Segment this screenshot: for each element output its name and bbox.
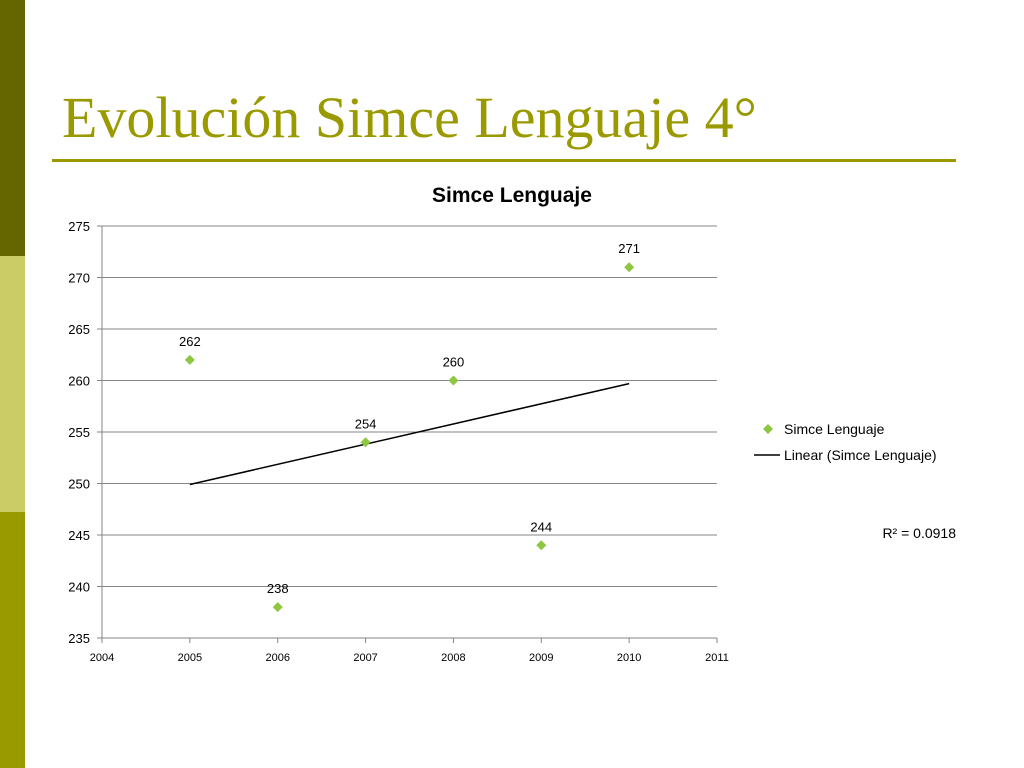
side-band-bottom — [0, 512, 25, 768]
x-tick-label: 2006 — [265, 652, 289, 664]
x-tick-label: 2005 — [178, 652, 202, 664]
legend-marker-series — [763, 424, 773, 434]
y-tick-label: 250 — [68, 477, 90, 492]
data-point — [272, 602, 283, 613]
data-label: 271 — [618, 241, 640, 256]
data-label: 254 — [355, 416, 377, 431]
x-tick-label: 2008 — [441, 652, 465, 664]
data-point — [536, 540, 547, 551]
side-band-middle — [0, 256, 25, 512]
x-tick-label: 2007 — [353, 652, 377, 664]
data-point — [360, 437, 371, 448]
y-tick-label: 245 — [68, 528, 90, 543]
y-tick-label: 265 — [68, 322, 90, 337]
r-squared-label: R² = 0.0918 — [882, 525, 956, 541]
data-label: 244 — [530, 519, 552, 534]
trendline — [189, 382, 630, 486]
data-point — [184, 354, 195, 365]
y-tick-label: 270 — [68, 271, 90, 286]
legend-label-trendline: Linear (Simce Lenguaje) — [784, 447, 937, 463]
data-point — [448, 375, 459, 386]
legend: Simce Lenguaje Linear (Simce Lenguaje) R² … — [754, 421, 956, 541]
x-tick-label: 2009 — [529, 652, 553, 664]
chart-title: Simce Lenguaje — [432, 184, 592, 207]
data-point — [624, 262, 635, 273]
slide-title: Evolución Simce Lenguaje 4° — [62, 85, 757, 150]
y-tick-label: 255 — [68, 425, 90, 440]
x-tick-label: 2004 — [90, 652, 114, 664]
data-label: 238 — [267, 581, 289, 596]
data-label: 260 — [443, 355, 465, 370]
y-tick-label: 235 — [68, 631, 90, 646]
x-tick-label: 2010 — [617, 652, 641, 664]
legend-label-series: Simce Lenguaje — [784, 421, 885, 437]
title-underline — [52, 159, 956, 162]
x-tick-label: 2011 — [705, 652, 729, 664]
data-points: 262 238 254 260 244 271 — [179, 241, 640, 613]
side-band-top — [0, 0, 25, 256]
axes: 235 240 245 250 255 260 265 270 275 2004 2005 2006 2… — [68, 219, 729, 664]
trendline-layer — [189, 382, 630, 486]
data-label: 262 — [179, 334, 201, 349]
y-tick-label: 240 — [68, 580, 90, 595]
gridlines — [102, 225, 717, 639]
y-tick-label: 275 — [68, 219, 90, 234]
y-tick-label: 260 — [68, 374, 90, 389]
